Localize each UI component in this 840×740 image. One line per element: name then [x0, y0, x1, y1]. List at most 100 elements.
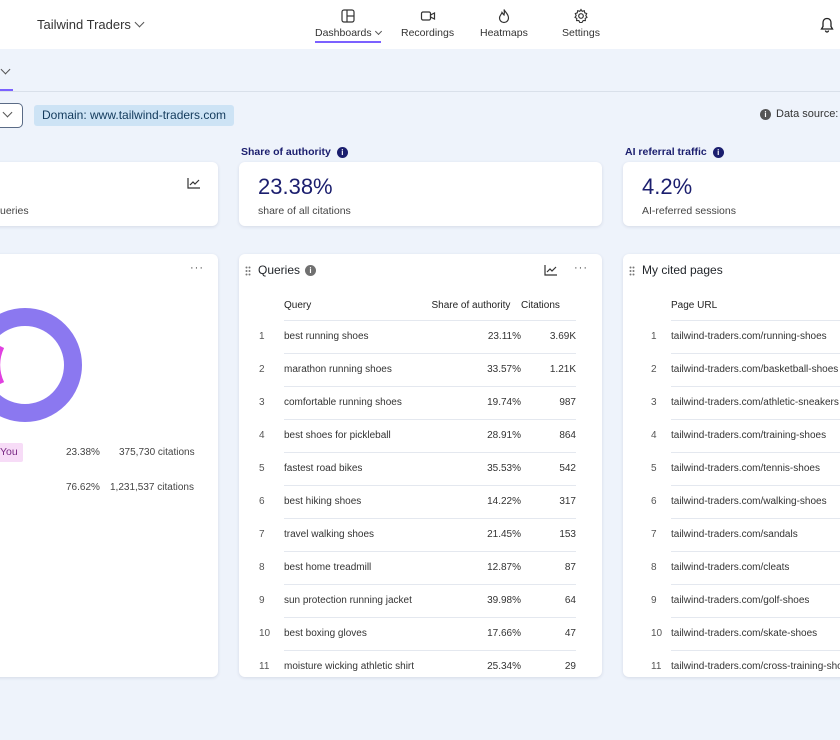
- query-cell[interactable]: moisture wicking athletic shirt: [284, 649, 432, 677]
- table-row[interactable]: 2 marathon running shoes 33.57% 1.21K: [259, 352, 576, 386]
- table-row[interactable]: 11 moisture wicking athletic shirt 25.34% 2…: [259, 649, 576, 677]
- drag-handle-icon[interactable]: [629, 266, 635, 276]
- page-url-cell[interactable]: tailwind-traders.com/sandals: [671, 517, 840, 551]
- share-cell: 35.53%: [431, 451, 521, 485]
- page-url-cell[interactable]: tailwind-traders.com/cleats: [671, 550, 840, 584]
- gear-icon: [574, 8, 588, 24]
- table-row[interactable]: 10 best boxing gloves 17.66% 47: [259, 616, 576, 650]
- row-index: 3: [259, 397, 265, 408]
- kpi-card-authority: 23.38% share of all citations: [239, 162, 602, 226]
- kpi-authority-value: 23.38%: [258, 174, 333, 199]
- nav-dashboards[interactable]: Dashboards: [315, 8, 382, 43]
- info-icon[interactable]: i: [712, 146, 724, 158]
- trend-chart-icon[interactable]: [187, 177, 201, 189]
- domain-filter-chip[interactable]: Domain: www.tailwind-traders.com: [34, 105, 235, 126]
- row-index: 11: [259, 661, 270, 672]
- queries-title: Queries: [258, 263, 301, 277]
- data-source: i Data source: M: [760, 108, 840, 120]
- kpi-ai-referral-label: AI referral traffic i: [625, 146, 724, 158]
- kpi-ai-referral-title: AI referral traffic: [625, 146, 707, 158]
- nav-settings[interactable]: Settings: [562, 8, 600, 39]
- column-header-citations[interactable]: Citations: [521, 300, 560, 312]
- table-row[interactable]: 3 tailwind-traders.com/athletic-sneakers: [651, 385, 840, 419]
- table-row[interactable]: 7 travel walking shoes 21.45% 153: [259, 517, 576, 551]
- table-row[interactable]: 4 best shoes for pickleball 28.91% 864: [259, 418, 576, 452]
- more-options-icon[interactable]: ···: [190, 262, 204, 274]
- table-row[interactable]: 1 best running shoes 23.11% 3.69K: [259, 319, 576, 353]
- page-url-cell[interactable]: tailwind-traders.com/training-shoes: [671, 418, 840, 452]
- kpi-authority-sub: share of all citations: [258, 205, 351, 217]
- info-icon[interactable]: i: [305, 264, 317, 276]
- kpi-card-ai-referral: 4.2% AI-referred sessions: [623, 162, 840, 226]
- column-header-share[interactable]: Share of authority: [431, 300, 511, 312]
- page-url-cell[interactable]: tailwind-traders.com/cross-training-shoe…: [671, 649, 840, 677]
- query-cell[interactable]: comfortable running shoes: [284, 385, 432, 419]
- more-options-icon[interactable]: ···: [574, 262, 588, 274]
- row-index: 1: [651, 331, 657, 342]
- legend-others-citations: 1,231,537 citations: [110, 482, 194, 493]
- kpi-authority-title: Share of authority: [241, 146, 331, 158]
- page-url-cell[interactable]: tailwind-traders.com/walking-shoes: [671, 484, 840, 518]
- citations-cell: 87: [521, 550, 576, 584]
- table-row[interactable]: 9 tailwind-traders.com/golf-shoes: [651, 583, 840, 617]
- trend-chart-icon[interactable]: [544, 264, 558, 276]
- column-header-query[interactable]: Query: [284, 300, 312, 312]
- page-url-cell[interactable]: tailwind-traders.com/tennis-shoes: [671, 451, 840, 485]
- table-row[interactable]: 5 tailwind-traders.com/tennis-shoes: [651, 451, 840, 485]
- kpi-authority-label: Share of authority i: [241, 146, 348, 158]
- legend-you-chip: You: [0, 443, 23, 462]
- table-row[interactable]: 7 tailwind-traders.com/sandals: [651, 517, 840, 551]
- brand-switcher[interactable]: Tailwind Traders: [37, 17, 145, 32]
- legend-you-share: 23.38%: [66, 447, 100, 458]
- page-url-cell[interactable]: tailwind-traders.com/athletic-sneakers: [671, 385, 840, 419]
- data-source-text: Data source: M: [776, 108, 840, 120]
- page-url-cell[interactable]: tailwind-traders.com/running-shoes: [671, 319, 840, 353]
- query-cell[interactable]: fastest road bikes: [284, 451, 432, 485]
- share-cell: 19.74%: [431, 385, 521, 419]
- legend-you-citations: 375,730 citations: [119, 447, 195, 458]
- query-cell[interactable]: travel walking shoes: [284, 517, 432, 551]
- queries-card-header: Queries i: [258, 263, 317, 277]
- info-icon[interactable]: i: [336, 146, 348, 158]
- info-icon[interactable]: i: [760, 108, 771, 120]
- kpi-ai-referral-value: 4.2%: [642, 174, 693, 199]
- nav-recordings[interactable]: Recordings: [401, 8, 454, 39]
- table-row[interactable]: 2 tailwind-traders.com/basketball-shoes: [651, 352, 840, 386]
- table-row[interactable]: 3 comfortable running shoes 19.74% 987: [259, 385, 576, 419]
- table-row[interactable]: 9 sun protection running jacket 39.98% 64: [259, 583, 576, 617]
- query-cell[interactable]: best running shoes: [284, 319, 432, 353]
- query-cell[interactable]: best hiking shoes: [284, 484, 432, 518]
- table-row[interactable]: 8 tailwind-traders.com/cleats: [651, 550, 840, 584]
- citations-cell: 29: [521, 649, 576, 677]
- page-url-cell[interactable]: tailwind-traders.com/golf-shoes: [671, 583, 840, 617]
- table-row[interactable]: 6 best hiking shoes 14.22% 317: [259, 484, 576, 518]
- filter-dropdown-button[interactable]: [0, 103, 23, 128]
- cited-pages-table: Page URL 1 tailwind-traders.com/running-s…: [651, 292, 840, 677]
- table-row[interactable]: 4 tailwind-traders.com/training-shoes: [651, 418, 840, 452]
- table-row[interactable]: 10 tailwind-traders.com/skate-shoes: [651, 616, 840, 650]
- nav-settings-label: Settings: [562, 27, 600, 39]
- table-row[interactable]: 5 fastest road bikes 35.53% 542: [259, 451, 576, 485]
- column-header-page-url[interactable]: Page URL: [671, 300, 718, 312]
- table-row[interactable]: 8 best home treadmill 12.87% 87: [259, 550, 576, 584]
- table-row[interactable]: 6 tailwind-traders.com/walking-shoes: [651, 484, 840, 518]
- query-cell[interactable]: best home treadmill: [284, 550, 432, 584]
- page-url-cell[interactable]: tailwind-traders.com/basketball-shoes: [671, 352, 840, 386]
- query-cell[interactable]: best shoes for pickleball: [284, 418, 432, 452]
- query-cell[interactable]: best boxing gloves: [284, 616, 432, 650]
- share-cell: 21.45%: [431, 517, 521, 551]
- table-row[interactable]: 11 tailwind-traders.com/cross-training-sh…: [651, 649, 840, 677]
- cited-pages-card: My cited pages Page URL 1 tailwind-trader…: [623, 254, 840, 677]
- bell-icon[interactable]: [820, 17, 834, 33]
- nav-heatmaps[interactable]: Heatmaps: [480, 8, 528, 39]
- video-camera-icon: [420, 11, 435, 21]
- share-cell: 28.91%: [431, 418, 521, 452]
- row-index: 11: [651, 661, 662, 672]
- query-cell[interactable]: marathon running shoes: [284, 352, 432, 386]
- query-cell[interactable]: sun protection running jacket: [284, 583, 432, 617]
- row-index: 7: [651, 529, 657, 540]
- drag-handle-icon[interactable]: [245, 266, 251, 276]
- row-index: 9: [259, 595, 265, 606]
- page-url-cell[interactable]: tailwind-traders.com/skate-shoes: [671, 616, 840, 650]
- table-row[interactable]: 1 tailwind-traders.com/running-shoes: [651, 319, 840, 353]
